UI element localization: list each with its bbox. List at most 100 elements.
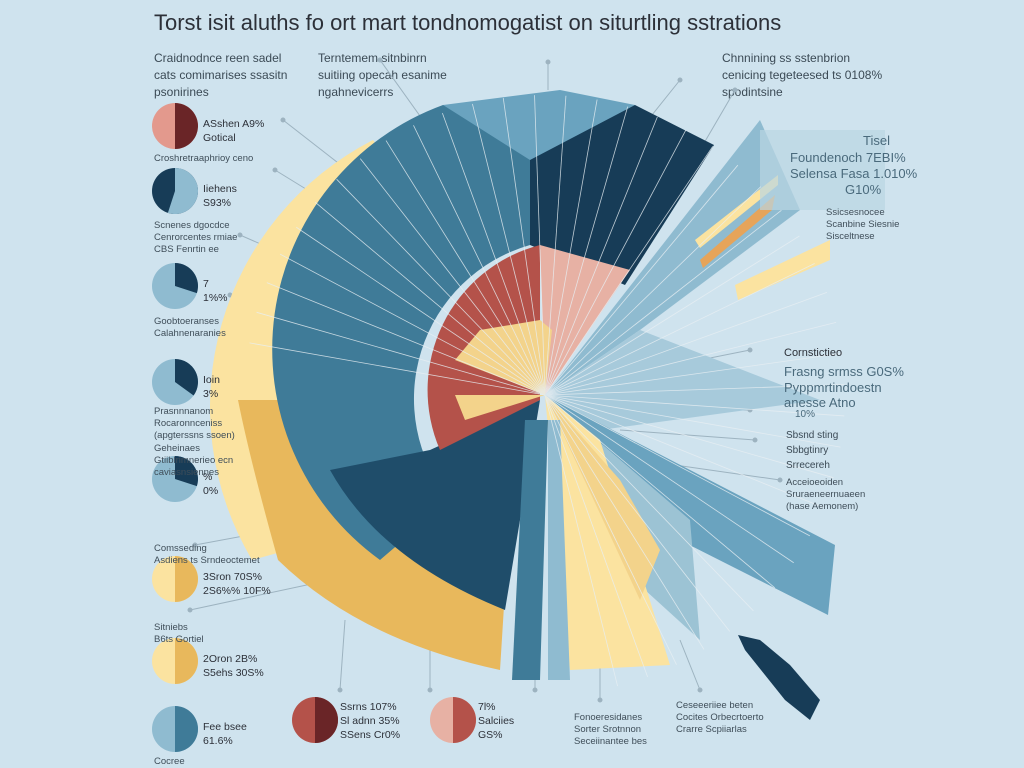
- leader-line: [679, 639, 701, 691]
- left-pie-label: 7 1%%: [203, 277, 228, 305]
- pie-label-line: %: [203, 471, 213, 483]
- leader-dot: [697, 687, 703, 693]
- leader-dot: [377, 57, 383, 63]
- spoke-line: [413, 125, 546, 396]
- note-line: Ssicsesnocee: [826, 207, 885, 218]
- right-fan-2: [545, 330, 820, 430]
- leader-dot: [427, 687, 433, 693]
- left-pie: [152, 103, 198, 154]
- note-line: Sbsnd sting: [786, 430, 839, 441]
- note-line: Craidnodnce reen sadel: [154, 51, 282, 65]
- right-mid-line: anesse Atno: [784, 395, 856, 410]
- note-line: suitiing opecah esanime: [318, 68, 447, 82]
- right-mid-line: Pyppmrtindoestn: [784, 380, 882, 395]
- note-line: Chnnining ss sstenbrion: [722, 51, 851, 65]
- spoke-line: [544, 394, 824, 508]
- note-line: Cocites Orbecrtoerto: [676, 712, 764, 723]
- right-fan: [545, 120, 800, 395]
- spoke-line: [544, 322, 837, 396]
- bottom-note-2: Ceseeeriiee beten Cocites Orbecrtoerto C…: [676, 700, 764, 736]
- leader-dot: [545, 59, 551, 65]
- spoke-line: [544, 384, 845, 396]
- pie-label-line: Ioin: [203, 374, 220, 386]
- left-pie-caption: Goobtoeranses Calahnenaranies: [154, 316, 226, 340]
- center-burst: [455, 320, 552, 420]
- spoke-line: [544, 209, 782, 396]
- spoke-line: [544, 394, 794, 564]
- pie-label-line: SSens Cr0%: [340, 729, 401, 741]
- bottom-note-1: Fonoeresidanes Sorter Srotnnon Seceiinan…: [574, 712, 647, 748]
- leader-dot: [337, 687, 343, 693]
- bottom-yellow-2: [545, 395, 660, 600]
- leader-dot: [597, 697, 603, 703]
- note-line: Sruraeneernuaeen: [786, 489, 866, 500]
- leader-dot: [677, 77, 683, 83]
- spoke-line: [544, 116, 658, 396]
- spoke-line: [249, 342, 546, 396]
- left-pie-label: % 0%: [203, 470, 218, 498]
- left-pie-caption: Prasnnnanom Rocaronnceniss (apgterssns sso…: [154, 406, 235, 442]
- right-bar-yellow: [735, 240, 830, 300]
- left-pie-caption: Croshretraaphrioy ceno: [154, 153, 253, 165]
- left-pie-label: ASshen A9% Gotical: [203, 117, 264, 145]
- right-box-line: G10%: [845, 182, 882, 197]
- spoke-line: [544, 394, 841, 448]
- pie-label-line: 3Sron 70S%: [203, 571, 262, 583]
- right-box-note: Ssicsesnocee Scanbine Siesnie Sisceltnes…: [826, 207, 899, 243]
- spoke-line: [544, 164, 739, 396]
- spoke-line: [296, 226, 546, 396]
- caption-line: Scnenes dgocdce: [154, 220, 230, 231]
- caption-line: CBS Fenrtin ee: [154, 244, 219, 255]
- pie-label-line: Ssrns 107%: [340, 701, 397, 713]
- pie-label-line: 2Oron 2B%: [203, 653, 258, 665]
- pie-label-line: 7l%: [478, 701, 496, 713]
- left-pie: [152, 168, 198, 219]
- leader-dot: [192, 542, 198, 548]
- spoke-line: [279, 253, 546, 396]
- left-pie-caption: Geheinaes Gtiiblrimnerieo ecn caviasnsienn…: [154, 443, 233, 479]
- note-line: psonirines: [154, 85, 209, 99]
- pie-label-line: 61.6%: [203, 735, 233, 747]
- note-line: Terntemem sitnbinrn: [318, 51, 427, 65]
- caption-line: Gtiiblrimnerieo ecn: [154, 455, 234, 466]
- right-mid2: Sbsnd sting Sbbgtinry Srrecereh: [786, 428, 838, 473]
- right-box-line: Selensa Fasa 1.010%: [790, 166, 918, 181]
- spoke-line: [544, 186, 762, 396]
- left-pie-caption: Sitniebs B6ts Gortiel: [154, 622, 204, 646]
- note-line: Fonoeresidanes: [574, 712, 643, 723]
- spoke-line: [544, 394, 776, 589]
- spoke-line: [544, 394, 705, 650]
- lower-navy: [330, 400, 540, 610]
- left-pie-label: Ioin 3%: [203, 373, 220, 401]
- bottom-strips: [512, 420, 548, 680]
- left-pie-label: Iiehens S93%: [203, 182, 237, 210]
- leader-dot: [747, 347, 753, 353]
- left-pie: [152, 359, 198, 410]
- right-mid-title: Cornstictieo: [784, 347, 843, 359]
- spoke-line: [314, 201, 546, 396]
- right-box-title: Tisel: [863, 133, 890, 148]
- spoke-line: [442, 112, 546, 396]
- caption-line: caviasnsiennes: [154, 467, 219, 478]
- note-line: (hase Aemonem): [786, 501, 859, 512]
- spoke-line: [544, 394, 648, 678]
- left-pie: [152, 456, 198, 507]
- bottom-yellow: [545, 395, 670, 670]
- leader-dot: [752, 437, 758, 443]
- spoke-line: [544, 129, 687, 396]
- spoke-line: [385, 140, 546, 396]
- pie-label-line: 2S6%% 10F%: [203, 585, 271, 597]
- spoke-line: [544, 394, 731, 632]
- spoke-line: [544, 106, 629, 396]
- pie-label-line: ASshen A9%: [203, 118, 265, 130]
- note-line: cats comimarises ssasitn: [154, 68, 288, 82]
- spoke-line: [544, 235, 800, 396]
- caption-line: Cenrorcentes rmiae: [154, 232, 238, 243]
- spoke-line: [544, 394, 845, 417]
- chart-title: Torst isit aluths fo ort mart tondnomoga…: [154, 10, 782, 35]
- top-right-note: Chnnining ss sstenbrion cenicing tegetee…: [722, 50, 882, 101]
- pie-label-line: 3%: [203, 388, 219, 400]
- caption-line: Geheinaes: [154, 443, 200, 454]
- left-pie: [152, 263, 198, 314]
- bottom-pie: [430, 697, 476, 748]
